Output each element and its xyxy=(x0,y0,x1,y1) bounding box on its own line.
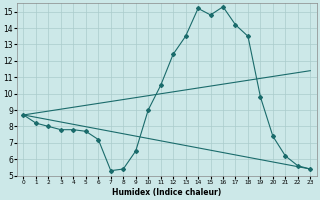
X-axis label: Humidex (Indice chaleur): Humidex (Indice chaleur) xyxy=(112,188,221,197)
